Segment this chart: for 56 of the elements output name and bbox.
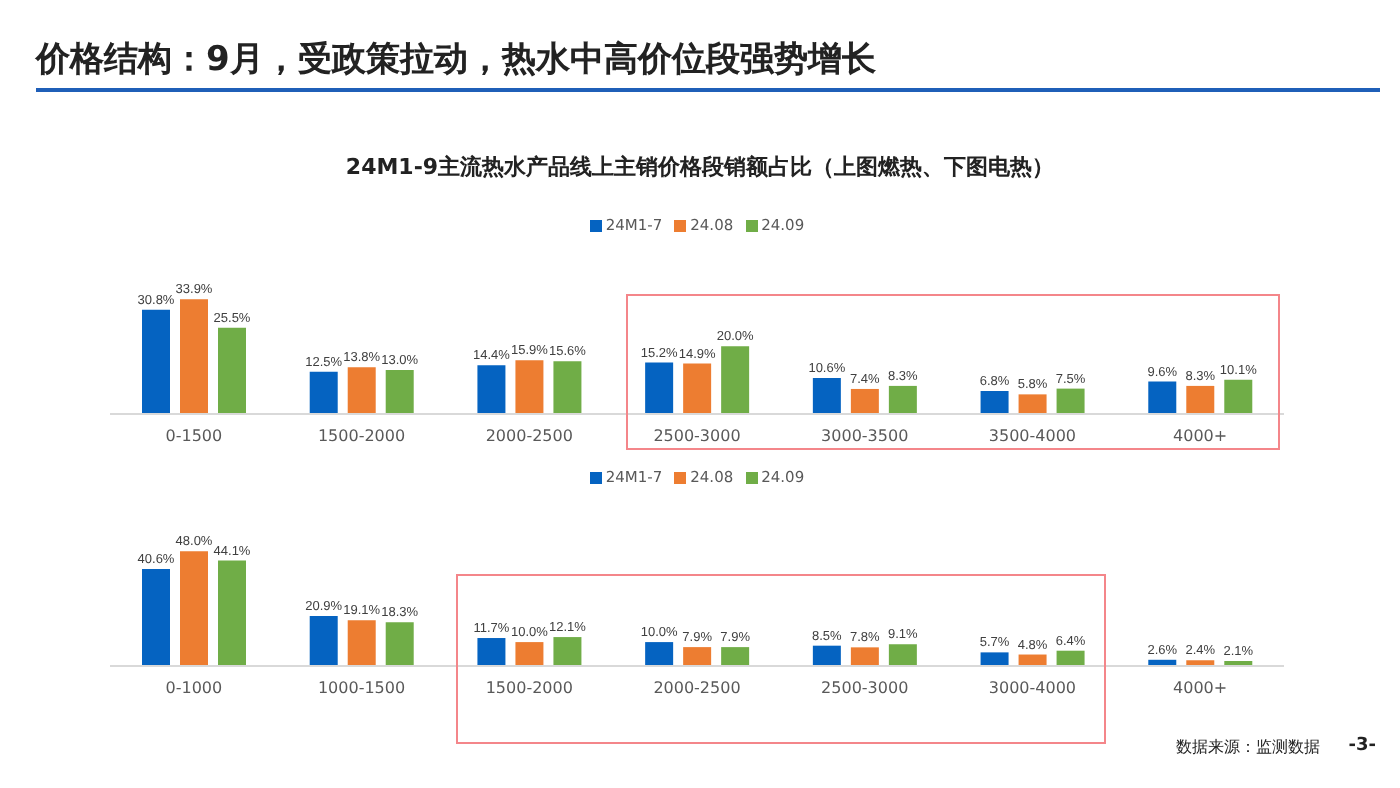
x-tick-label: 1500-2000 <box>485 679 573 698</box>
x-tick-label: 2500-3000 <box>821 679 909 698</box>
bar <box>850 388 879 414</box>
bar <box>683 647 712 666</box>
x-tick-label: 2500-3000 <box>653 427 741 446</box>
x-tick-label: 2000-2500 <box>653 679 741 698</box>
x-tick-label: 4000+ <box>1173 427 1228 446</box>
x-tick-label: 1500-2000 <box>317 427 406 446</box>
bar <box>888 385 917 414</box>
bar <box>683 363 712 414</box>
source-note: 数据来源：监测数据 <box>1176 736 1320 758</box>
bar <box>1224 379 1253 414</box>
x-tick-label: 0-1000 <box>165 679 223 698</box>
bar <box>812 645 841 666</box>
chart-title: 价格结构：9月，受政策拉动，热水中高价位段强势增长 <box>36 38 876 82</box>
x-tick-label: 1000-1500 <box>317 679 406 698</box>
x-tick-label: 2000-2500 <box>485 427 573 446</box>
bar <box>180 551 208 666</box>
bar <box>721 346 750 414</box>
x-tick-label: 4000+ <box>1173 679 1228 698</box>
bar <box>385 369 414 414</box>
x-tick-label: 3000-3500 <box>821 427 909 446</box>
bar <box>142 568 170 666</box>
bar <box>850 647 879 666</box>
bar <box>1056 650 1085 666</box>
bar <box>142 309 170 414</box>
bar <box>980 390 1009 414</box>
bar <box>180 299 208 414</box>
bar <box>980 652 1009 666</box>
bar <box>218 327 246 414</box>
bar <box>515 360 544 414</box>
bar <box>385 622 414 666</box>
bar <box>309 616 338 666</box>
bar <box>1056 388 1085 414</box>
bar <box>515 642 544 666</box>
bar <box>1186 385 1215 414</box>
x-tick-label: 3000-4000 <box>988 679 1077 698</box>
bar <box>347 367 376 414</box>
bar <box>477 365 506 414</box>
bar <box>721 647 750 666</box>
bar <box>553 637 582 666</box>
bar <box>812 378 841 414</box>
bar <box>309 371 338 414</box>
x-tick-label: 0-1500 <box>165 427 223 446</box>
chart-subtitle: 24M1-9主流热水产品线上主销价格段销额占比（上图燃热、下图电热） <box>343 152 1057 182</box>
bar <box>477 638 506 666</box>
bar <box>553 361 582 414</box>
bar <box>1018 394 1047 414</box>
text: -3- <box>1348 736 1376 756</box>
bar <box>888 644 917 666</box>
bar <box>218 560 246 666</box>
bar <box>1148 381 1177 414</box>
x-tick-label: 3500-4000 <box>988 427 1077 446</box>
bar <box>645 362 674 414</box>
bar <box>347 620 376 666</box>
bar <box>645 642 674 666</box>
